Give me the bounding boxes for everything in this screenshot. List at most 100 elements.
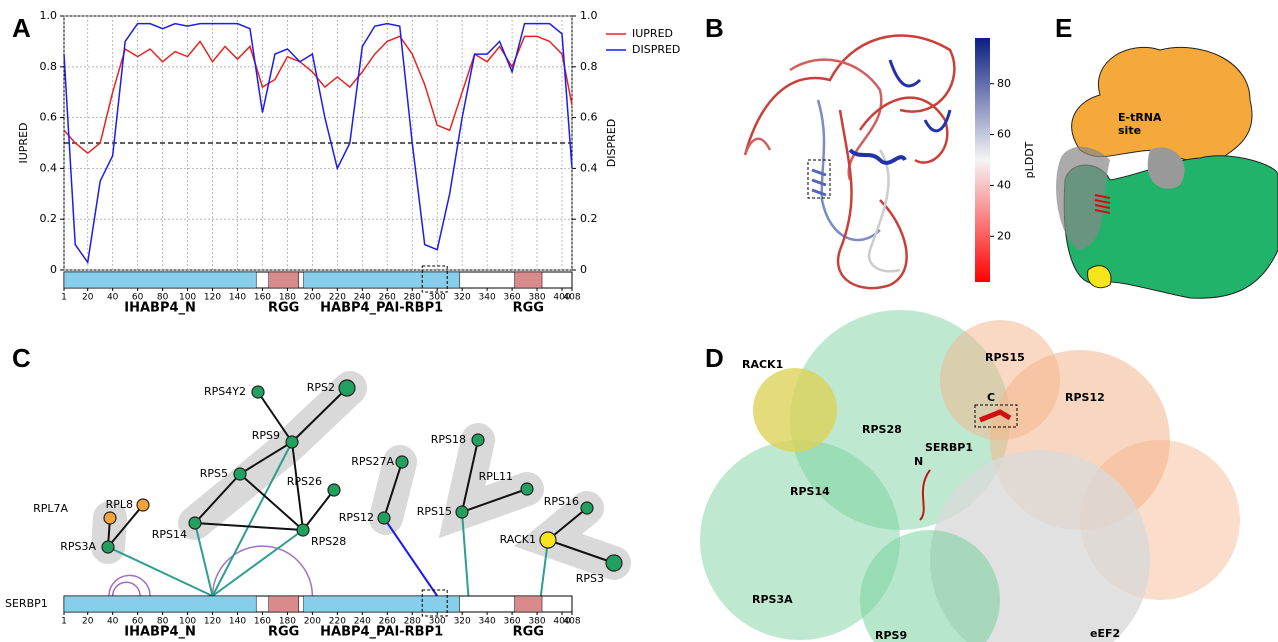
x-tick-label: 300 bbox=[429, 617, 446, 627]
node bbox=[580, 501, 594, 515]
colorbar-tick-label: 80 bbox=[997, 77, 1011, 90]
x-tick-label: 20 bbox=[82, 293, 94, 303]
node-label: RPL8 bbox=[106, 498, 133, 511]
node bbox=[136, 498, 150, 512]
structure-b bbox=[743, 34, 956, 290]
node-label: RACK1 bbox=[500, 533, 536, 546]
node-label: RPS28 bbox=[311, 535, 346, 548]
x-tick-label: 360 bbox=[503, 293, 520, 303]
node-label: RPS16 bbox=[544, 495, 579, 508]
domain bbox=[63, 595, 257, 613]
x-tick-label: 140 bbox=[229, 617, 246, 627]
node bbox=[103, 511, 117, 525]
edge bbox=[461, 488, 528, 513]
x-tick-label: 180 bbox=[279, 617, 296, 627]
x-tick-label: 160 bbox=[254, 617, 271, 627]
y-tick-label: 1.0 bbox=[40, 9, 58, 22]
structure-label: C bbox=[987, 391, 995, 404]
x-tick-label: 320 bbox=[454, 617, 471, 627]
x-tick-label: 1 bbox=[61, 617, 67, 627]
x-tick-label: 380 bbox=[528, 617, 545, 627]
structure-label: RACK1 bbox=[742, 358, 783, 371]
domain bbox=[63, 271, 257, 289]
node bbox=[520, 482, 534, 496]
node bbox=[455, 505, 469, 519]
highlight-box bbox=[421, 589, 448, 617]
colorbar-tick-label: 40 bbox=[997, 178, 1011, 191]
crosslink bbox=[383, 517, 439, 597]
x-tick-label: 1 bbox=[61, 293, 67, 303]
colorbar-tick-label: 20 bbox=[997, 229, 1011, 242]
legend-label: IUPRED bbox=[632, 27, 673, 40]
legend-label: DISPRED bbox=[632, 43, 680, 56]
domain-label: IHABP4_N bbox=[124, 625, 196, 640]
edge bbox=[194, 522, 304, 531]
domain-label: RGG bbox=[513, 625, 544, 640]
x-tick-label: 140 bbox=[229, 293, 246, 303]
edge bbox=[257, 391, 293, 443]
crosslink bbox=[211, 441, 293, 597]
self-link bbox=[108, 574, 151, 597]
line-series bbox=[63, 35, 573, 155]
x-tick-label: 80 bbox=[157, 293, 169, 303]
x-tick-label: 280 bbox=[404, 293, 421, 303]
domain-label: HABP4_PAI-RBP1 bbox=[320, 625, 443, 640]
x-tick-label: 40 bbox=[107, 293, 119, 303]
highlight-box bbox=[421, 265, 448, 293]
x-tick-label: 160 bbox=[254, 293, 271, 303]
y-tick-label: 0.4 bbox=[40, 161, 58, 174]
x-tick-label: 200 bbox=[304, 617, 321, 627]
x-tick-label: 220 bbox=[329, 617, 346, 627]
node-label: RPS4Y2 bbox=[204, 385, 246, 398]
structure-d bbox=[700, 310, 1240, 642]
node-label: RPS14 bbox=[152, 528, 187, 541]
node bbox=[188, 516, 202, 530]
node-label: RPS2 bbox=[307, 381, 335, 394]
structure-label: RPS3A bbox=[752, 593, 793, 606]
site-label: E-tRNA bbox=[1118, 111, 1162, 124]
y2-tick-label: 0.2 bbox=[580, 212, 598, 225]
node-label: RPS18 bbox=[431, 433, 466, 446]
edge bbox=[547, 539, 615, 564]
node-label: RPS3 bbox=[576, 572, 604, 585]
node bbox=[296, 523, 310, 537]
panel-label: D bbox=[705, 343, 724, 373]
domain-label: RGG bbox=[268, 625, 299, 640]
domain-label: RGG bbox=[268, 301, 299, 316]
structure-label: RPS12 bbox=[1065, 391, 1105, 404]
node bbox=[377, 511, 391, 525]
node bbox=[338, 379, 356, 397]
node-label: RPS26 bbox=[287, 475, 322, 488]
domain bbox=[268, 595, 299, 613]
edge bbox=[107, 504, 144, 548]
x-tick-label: 360 bbox=[503, 617, 520, 627]
colorbar-label: pLDDT bbox=[1023, 141, 1036, 178]
x-tick-label: 408 bbox=[563, 293, 580, 303]
x-tick-label: 340 bbox=[479, 293, 496, 303]
x-tick-label: 60 bbox=[132, 617, 144, 627]
x-tick-label: 408 bbox=[563, 617, 580, 627]
crosslink bbox=[539, 539, 549, 597]
x-tick-label: 200 bbox=[304, 293, 321, 303]
domain-label: HABP4_PAI-RBP1 bbox=[320, 301, 443, 316]
edge bbox=[239, 441, 293, 475]
x-tick-label: 220 bbox=[329, 293, 346, 303]
colorbar-tick-label: 60 bbox=[997, 128, 1011, 141]
x-tick-label: 340 bbox=[479, 617, 496, 627]
node bbox=[101, 540, 115, 554]
node bbox=[327, 483, 341, 497]
x-tick-label: 380 bbox=[528, 293, 545, 303]
node bbox=[605, 554, 623, 572]
panel-label: B bbox=[705, 13, 724, 43]
y-tick-label: 0 bbox=[50, 263, 57, 276]
x-tick-label: 80 bbox=[157, 617, 169, 627]
x-tick-label: 120 bbox=[204, 293, 221, 303]
node-label: RPS3A bbox=[60, 540, 96, 553]
x-tick-label: 40 bbox=[107, 617, 119, 627]
x-tick-label: 280 bbox=[404, 617, 421, 627]
self-link bbox=[211, 545, 314, 597]
node-label: RPL7A bbox=[33, 502, 68, 515]
crosslink bbox=[107, 546, 213, 597]
edge bbox=[239, 473, 304, 531]
